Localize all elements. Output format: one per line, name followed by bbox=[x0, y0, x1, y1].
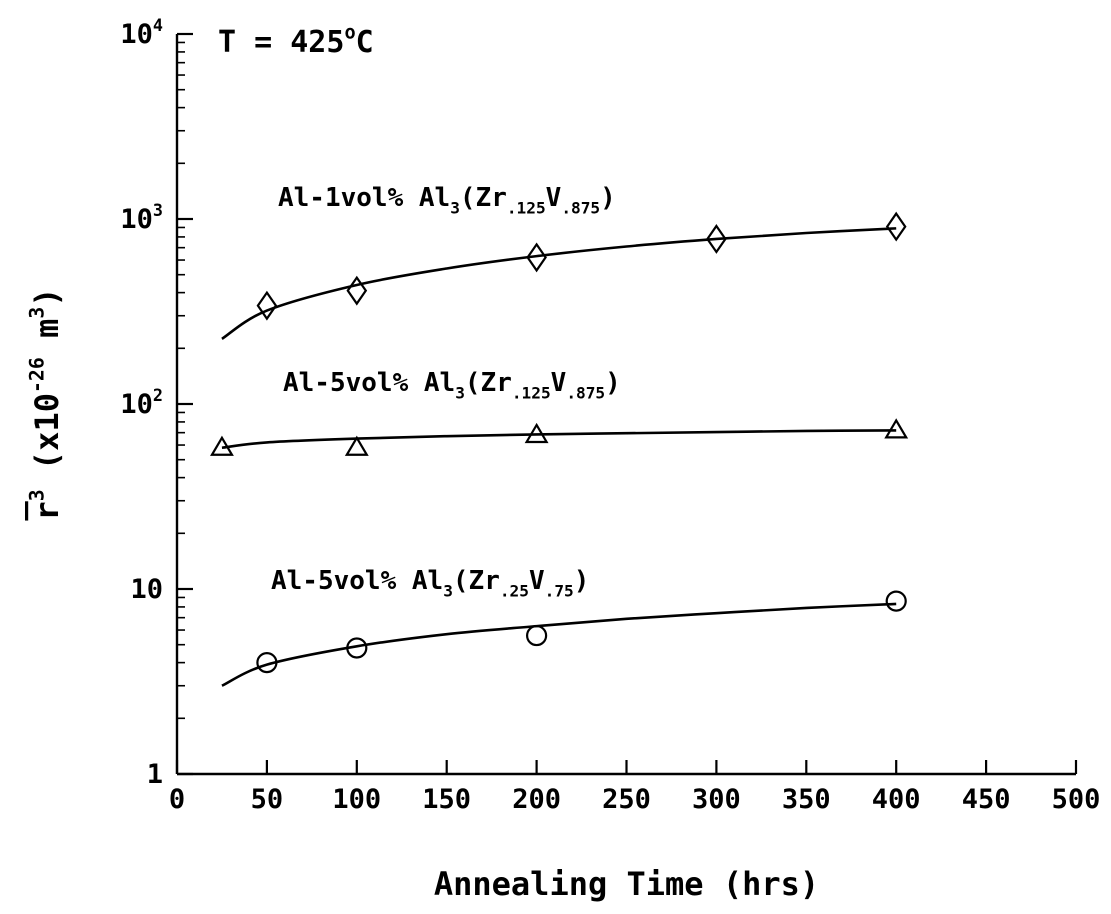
x-tick-label: 50 bbox=[251, 784, 284, 815]
x-axis-title: Annealing Time (hrs) bbox=[434, 865, 819, 903]
circle-marker bbox=[256, 652, 278, 674]
y-tick-label: 10 bbox=[130, 574, 163, 605]
x-tick-label: 450 bbox=[962, 784, 1011, 815]
diamond-marker bbox=[885, 211, 907, 242]
y-tick-label: 104 bbox=[120, 15, 163, 50]
diamond-marker bbox=[706, 224, 727, 254]
x-tick-label: 200 bbox=[512, 784, 561, 815]
fit-curve-diamond bbox=[221, 227, 897, 340]
temperature-annotation: T = 425oC bbox=[218, 23, 374, 61]
y-axis-title: r3 (x10-26 m3) bbox=[26, 287, 66, 520]
x-tick-label: 250 bbox=[602, 784, 651, 815]
diamond-marker bbox=[526, 242, 547, 273]
data-markers bbox=[210, 211, 909, 674]
series-label: Al-5vol% Al3(Zr.25V.75) bbox=[271, 566, 589, 600]
x-tick-label: 0 bbox=[169, 784, 185, 815]
axes bbox=[175, 32, 1078, 776]
y-tick-label: 1 bbox=[147, 759, 163, 790]
x-tick-label: 500 bbox=[1052, 784, 1101, 815]
chart-text: 0 50 100 150 200 250 300 350 400 450 500 1 10 102 103 1… bbox=[26, 15, 1101, 903]
fit-curve-triangle bbox=[221, 429, 897, 450]
x-tick-label: 100 bbox=[332, 784, 381, 815]
x-tick-label: 400 bbox=[872, 784, 921, 815]
y-tick-label: 103 bbox=[120, 200, 163, 235]
triangle-marker bbox=[524, 422, 549, 444]
fit-curve-circle bbox=[221, 602, 897, 687]
circle-marker bbox=[525, 624, 548, 647]
triangle-marker bbox=[210, 435, 234, 456]
diamond-marker bbox=[256, 290, 278, 321]
diamond-marker bbox=[346, 275, 368, 306]
x-tick-label: 300 bbox=[692, 784, 741, 815]
y-tick-label: 102 bbox=[120, 385, 163, 420]
series-label: Al-1vol% Al3(Zr.125V.875) bbox=[278, 183, 616, 217]
series-label: Al-5vol% Al3(Zr.125V.875) bbox=[283, 368, 621, 402]
circle-marker bbox=[346, 637, 368, 659]
triangle-marker bbox=[884, 418, 909, 439]
x-tick-label: 150 bbox=[422, 784, 471, 815]
x-tick-label: 350 bbox=[782, 784, 831, 815]
circle-marker bbox=[885, 590, 907, 612]
triangle-marker bbox=[344, 435, 369, 456]
fit-curves bbox=[221, 227, 897, 687]
